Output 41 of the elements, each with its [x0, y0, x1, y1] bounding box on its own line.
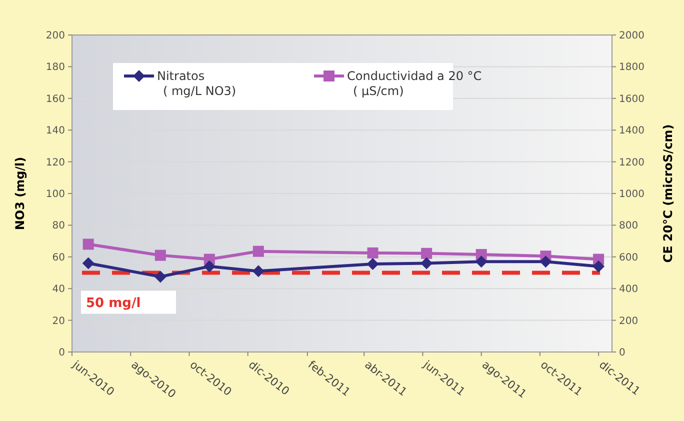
- point: [154, 250, 166, 261]
- point: [82, 238, 94, 250]
- point: [252, 246, 264, 257]
- point: [366, 258, 379, 270]
- y2-tick-label: 600: [619, 252, 638, 264]
- y2-tick-label: 1000: [619, 189, 644, 200]
- point: [540, 256, 552, 268]
- y2-axis-title: CE 20°C (microS/cm): [661, 124, 675, 263]
- point: [154, 270, 166, 283]
- point: [421, 248, 432, 259]
- y2-tick-label: 800: [619, 220, 638, 232]
- y-axis-title: NO3 (mg/l): [13, 156, 27, 230]
- y2-tick-label: 2000: [619, 30, 644, 42]
- y2-tick-label: 1200: [619, 157, 644, 168]
- y-tick-label: 0: [58, 348, 65, 358]
- y2-tick-label: 1600: [619, 94, 644, 105]
- legend-label: Conductividad a 20 °C ( µS/cm): [347, 69, 482, 98]
- y-tick-label: 80: [52, 220, 65, 232]
- y-tick-label: 140: [46, 126, 65, 137]
- point: [203, 260, 216, 272]
- y2-tick-label: 1400: [619, 126, 644, 137]
- point: [252, 265, 264, 278]
- y-tick-label: 120: [46, 157, 65, 168]
- point: [475, 256, 488, 268]
- y-tick-label: 180: [46, 62, 65, 74]
- y-tick-label: 200: [46, 30, 65, 42]
- point: [592, 260, 605, 272]
- y-tick-label: 20: [52, 316, 65, 327]
- point: [420, 257, 433, 270]
- point: [82, 257, 94, 270]
- y-tick-label: 40: [52, 284, 65, 296]
- y2-tick-label: 1800: [619, 62, 644, 74]
- y2-tick-label: 400: [619, 284, 638, 296]
- y2-tick-label: 200: [619, 316, 638, 327]
- y-tick-label: 60: [52, 252, 65, 264]
- y2-tick-label: 0: [619, 348, 626, 358]
- point: [367, 247, 378, 258]
- y-tick-label: 100: [46, 189, 65, 200]
- ref-line-label: 50 mg/l: [86, 296, 141, 311]
- y-tick-label: 160: [46, 94, 65, 105]
- legend-label: Nitratos ( mg/L NO3): [157, 69, 236, 98]
